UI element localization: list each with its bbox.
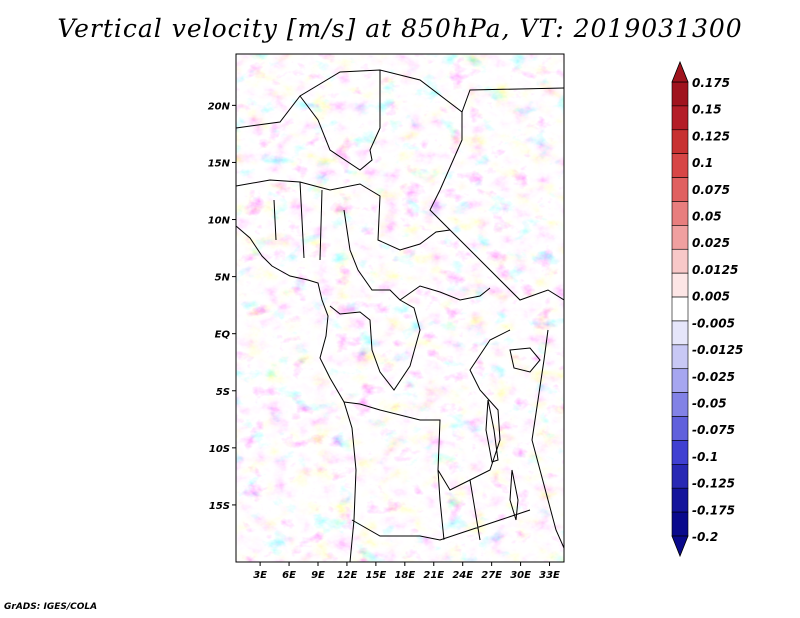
lat-label: EQ <box>215 330 231 341</box>
colorbar-label: -0.2 <box>692 530 718 544</box>
colorbar-label: 0.0125 <box>692 263 738 277</box>
colorbar-bin <box>671 105 689 131</box>
colorbar-bin <box>671 416 689 441</box>
colorbar-label: 0.075 <box>692 183 730 197</box>
colorbar-label: 0.15 <box>692 103 722 117</box>
colorbar-label: -0.175 <box>692 503 735 517</box>
lake-tanganyika <box>485 399 499 463</box>
lon-label: 33E <box>539 570 560 581</box>
colorbar-bin <box>671 225 689 250</box>
lon-label: 24E <box>452 570 473 581</box>
colorbar-bin <box>671 177 689 202</box>
colorbar-label: -0.1 <box>692 450 718 464</box>
colorbar-bin <box>671 464 689 489</box>
lake-malawi <box>509 469 519 521</box>
coastline-east <box>531 329 564 549</box>
lat-label: 5S <box>216 387 230 398</box>
colorbar-min-arrow <box>671 535 689 558</box>
lon-label: 15E <box>366 570 387 581</box>
lat-label: 5N <box>215 273 231 284</box>
map-boundaries <box>236 69 564 562</box>
colorbar-bin <box>671 511 689 537</box>
colorbar-max-arrow <box>671 60 689 83</box>
map-title: Vertical velocity [m/s] at 850hPa, VT: 2… <box>57 14 743 43</box>
lon-label: 27E <box>481 570 502 581</box>
colorbar-label: -0.005 <box>692 316 735 330</box>
lon-label: 18E <box>394 570 415 581</box>
colorbar-bin <box>671 344 689 370</box>
colorbar-bin <box>671 153 689 178</box>
colorbar-bin <box>671 440 689 465</box>
colorbar-label: -0.0125 <box>692 343 743 357</box>
colorbar: 0.175 0.15 0.125 0.1 0.075 0.05 0.025 0.0125 0.0… <box>671 60 743 558</box>
lon-label: 3E <box>253 570 267 581</box>
lake-victoria <box>509 347 541 373</box>
coastline <box>236 225 357 562</box>
country-borders <box>236 69 564 541</box>
vertical-velocity-field <box>236 54 564 562</box>
colorbar-label: -0.125 <box>692 477 735 491</box>
colorbar-bin <box>671 248 689 274</box>
colorbar-bin <box>671 81 689 107</box>
lon-label: 9E <box>311 570 325 581</box>
colorbar-label: -0.05 <box>692 396 727 410</box>
colorbar-bin <box>671 320 689 346</box>
colorbar-label: -0.075 <box>692 423 735 437</box>
lon-label: 6E <box>282 570 296 581</box>
colorbar-bin <box>671 201 689 226</box>
colorbar-bin <box>671 296 689 322</box>
lat-label: 10N <box>208 216 231 227</box>
colorbar-label: -0.025 <box>692 370 735 384</box>
longitude-labels: 3E 6E 9E 12E 15E 18E 21E 24E 27E 30E 33E <box>253 562 560 581</box>
colorbar-bin <box>671 487 689 513</box>
colorbar-bin <box>671 392 689 417</box>
colorbar-label: 0.125 <box>692 129 730 143</box>
lat-label: 10S <box>209 444 230 455</box>
lon-label: 12E <box>337 570 358 581</box>
colorbar-label: 0.005 <box>692 290 730 304</box>
colorbar-bin <box>671 129 689 154</box>
lon-label: 30E <box>510 570 531 581</box>
colorbar-bin <box>671 368 689 393</box>
lat-label: 20N <box>208 101 231 112</box>
lat-label: 15N <box>208 158 231 169</box>
map-plot-area <box>235 53 565 563</box>
grads-credit: GrADS: IGES/COLA <box>4 602 98 612</box>
lat-label: 15S <box>209 501 230 512</box>
lon-label: 21E <box>423 570 444 581</box>
colorbar-bin <box>671 272 689 298</box>
colorbar-label: 0.175 <box>692 76 730 90</box>
colorbar-label: 0.025 <box>692 236 730 250</box>
colorbar-label: 0.1 <box>692 156 713 170</box>
colorbar-label: 0.05 <box>692 210 722 224</box>
latitude-labels: 20N 15N 10N 5N EQ 5S 10S 15S <box>208 101 236 512</box>
